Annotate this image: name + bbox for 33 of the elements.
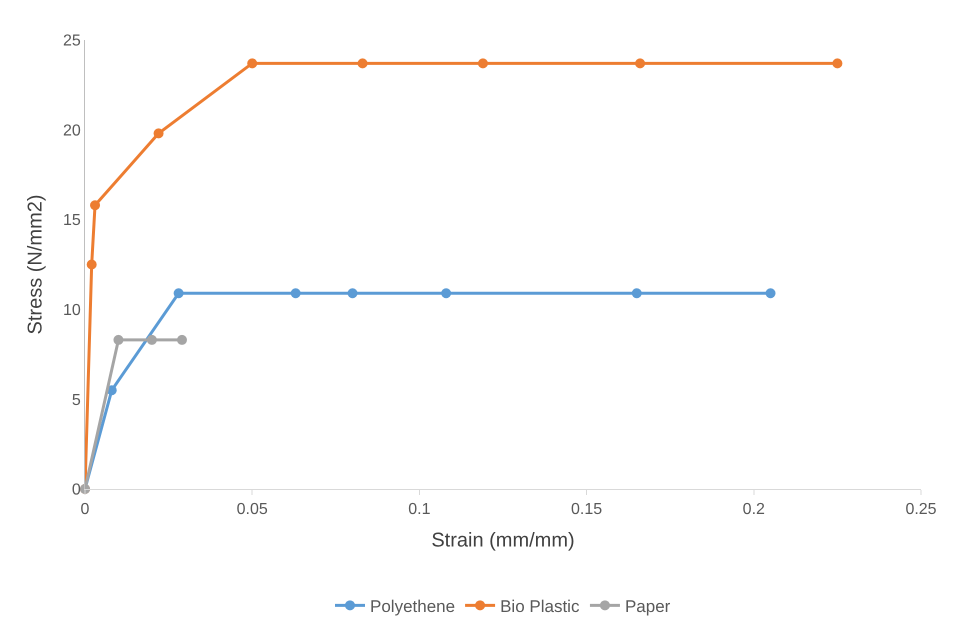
y-tick-label: 25: [63, 32, 81, 50]
y-tick-label: 0: [72, 482, 81, 499]
point: [832, 58, 842, 68]
x-tick-label: 0.1: [408, 501, 431, 518]
point: [290, 288, 301, 298]
x-tick-label: 0.25: [905, 501, 937, 518]
y-tick-label: 5: [72, 392, 81, 409]
point: [358, 58, 368, 68]
point: [247, 58, 258, 68]
point: [86, 260, 97, 270]
point: [154, 128, 164, 138]
point: [176, 334, 187, 345]
point: [146, 334, 157, 345]
point: [441, 288, 452, 298]
point: [113, 334, 124, 345]
y-tick-label: 10: [63, 302, 81, 319]
legend-label: Polyethene: [370, 596, 456, 616]
x-tick-label: 0.2: [742, 501, 766, 518]
point: [478, 58, 488, 68]
y-axis-title: Stress (N/mm2): [24, 194, 47, 334]
legend-label: Paper: [624, 596, 671, 616]
point: [766, 288, 776, 298]
point: [174, 288, 184, 298]
point: [348, 288, 358, 298]
y-tick-label: 20: [63, 122, 81, 140]
legend-label: Bio Plastic: [500, 596, 580, 616]
x-axis-title: Strain (mm/mm): [431, 530, 575, 552]
x-tick-label: 0.05: [236, 501, 268, 518]
y-tick-label: 15: [63, 212, 81, 230]
x-tick-label: 0.15: [571, 501, 602, 518]
point: [635, 58, 646, 68]
point: [632, 288, 642, 298]
point: [90, 200, 100, 210]
